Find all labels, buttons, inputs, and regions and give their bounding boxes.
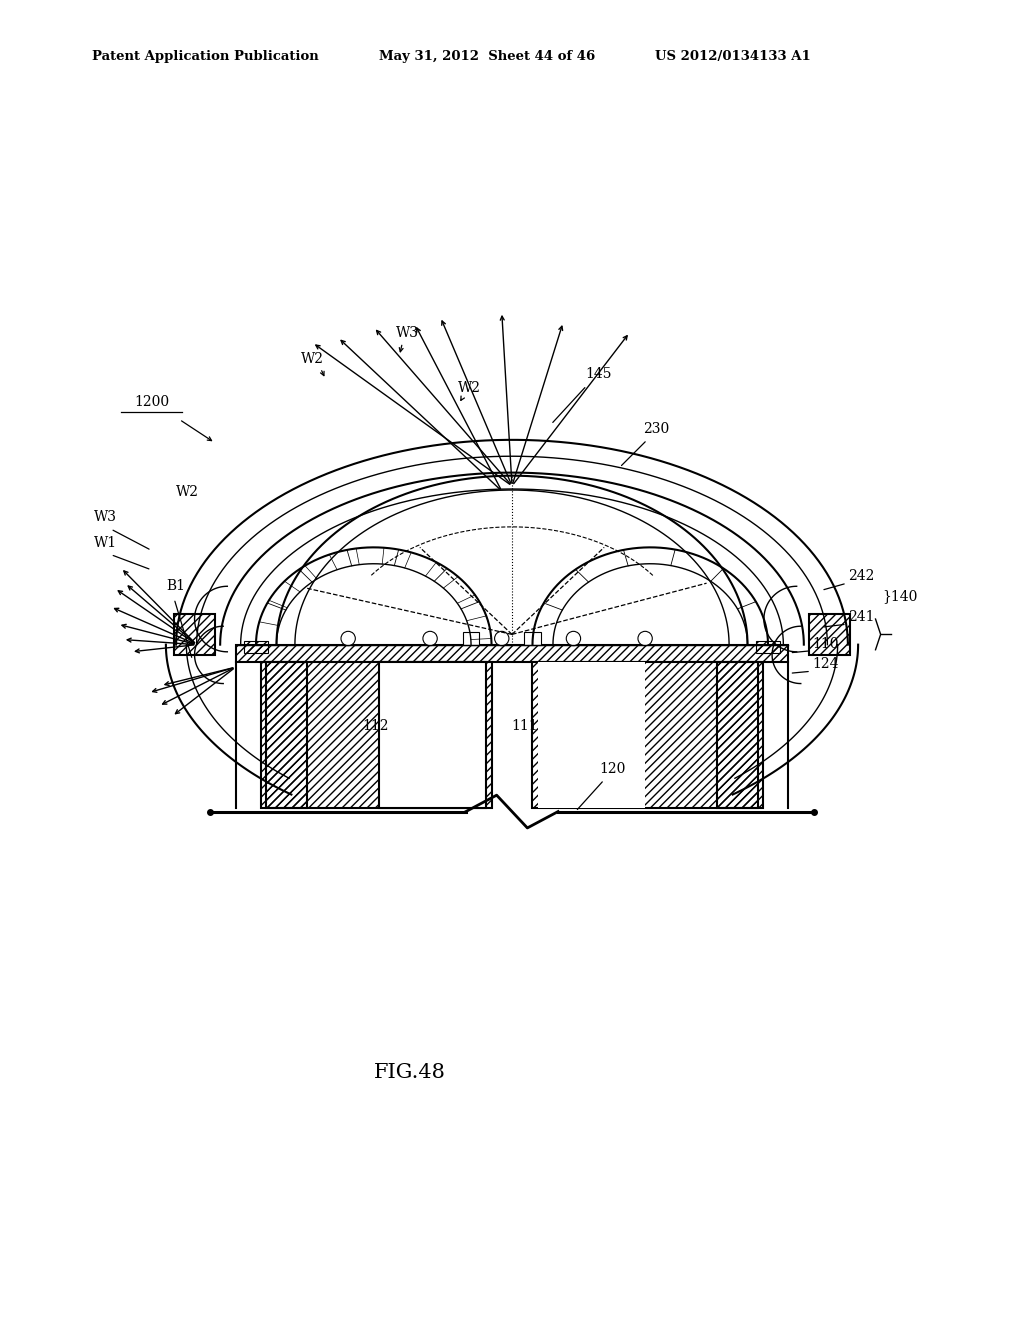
Bar bbox=[236, 644, 788, 663]
Bar bbox=[463, 632, 479, 644]
Bar bbox=[261, 663, 307, 808]
Text: 111: 111 bbox=[511, 718, 538, 733]
Text: 120: 120 bbox=[599, 762, 626, 776]
Bar bbox=[379, 663, 486, 808]
Bar bbox=[532, 663, 758, 808]
Text: 242: 242 bbox=[848, 569, 874, 583]
Circle shape bbox=[423, 631, 437, 645]
Circle shape bbox=[495, 631, 509, 645]
Text: 124: 124 bbox=[812, 657, 839, 671]
Text: FIG.48: FIG.48 bbox=[374, 1063, 445, 1082]
Bar bbox=[524, 632, 541, 644]
Bar bbox=[756, 640, 780, 653]
Circle shape bbox=[341, 631, 355, 645]
Circle shape bbox=[566, 631, 581, 645]
Text: 1200: 1200 bbox=[134, 395, 169, 409]
Text: W3: W3 bbox=[94, 510, 117, 524]
Bar bbox=[244, 640, 268, 653]
Bar bbox=[717, 663, 763, 808]
Text: May 31, 2012  Sheet 44 of 46: May 31, 2012 Sheet 44 of 46 bbox=[379, 50, 595, 63]
Text: Patent Application Publication: Patent Application Publication bbox=[92, 50, 318, 63]
Text: US 2012/0134133 A1: US 2012/0134133 A1 bbox=[655, 50, 811, 63]
Bar bbox=[379, 663, 486, 808]
Text: 230: 230 bbox=[643, 421, 670, 436]
Text: W1: W1 bbox=[94, 536, 118, 550]
Text: W2: W2 bbox=[458, 380, 480, 395]
Text: 145: 145 bbox=[586, 367, 612, 381]
Text: W3: W3 bbox=[396, 326, 419, 341]
Text: B1: B1 bbox=[166, 579, 185, 594]
Bar bbox=[266, 663, 492, 808]
Text: 241: 241 bbox=[848, 610, 874, 624]
Text: W2: W2 bbox=[176, 486, 199, 499]
Text: W2: W2 bbox=[301, 352, 324, 366]
Bar bbox=[236, 644, 788, 663]
Circle shape bbox=[638, 631, 652, 645]
Text: 110: 110 bbox=[812, 636, 839, 651]
Bar bbox=[266, 663, 492, 808]
Bar bbox=[174, 614, 215, 655]
Bar bbox=[532, 663, 758, 808]
Bar bbox=[809, 614, 850, 655]
Text: 112: 112 bbox=[362, 718, 389, 733]
Bar bbox=[538, 663, 645, 808]
Text: }140: }140 bbox=[883, 590, 919, 603]
